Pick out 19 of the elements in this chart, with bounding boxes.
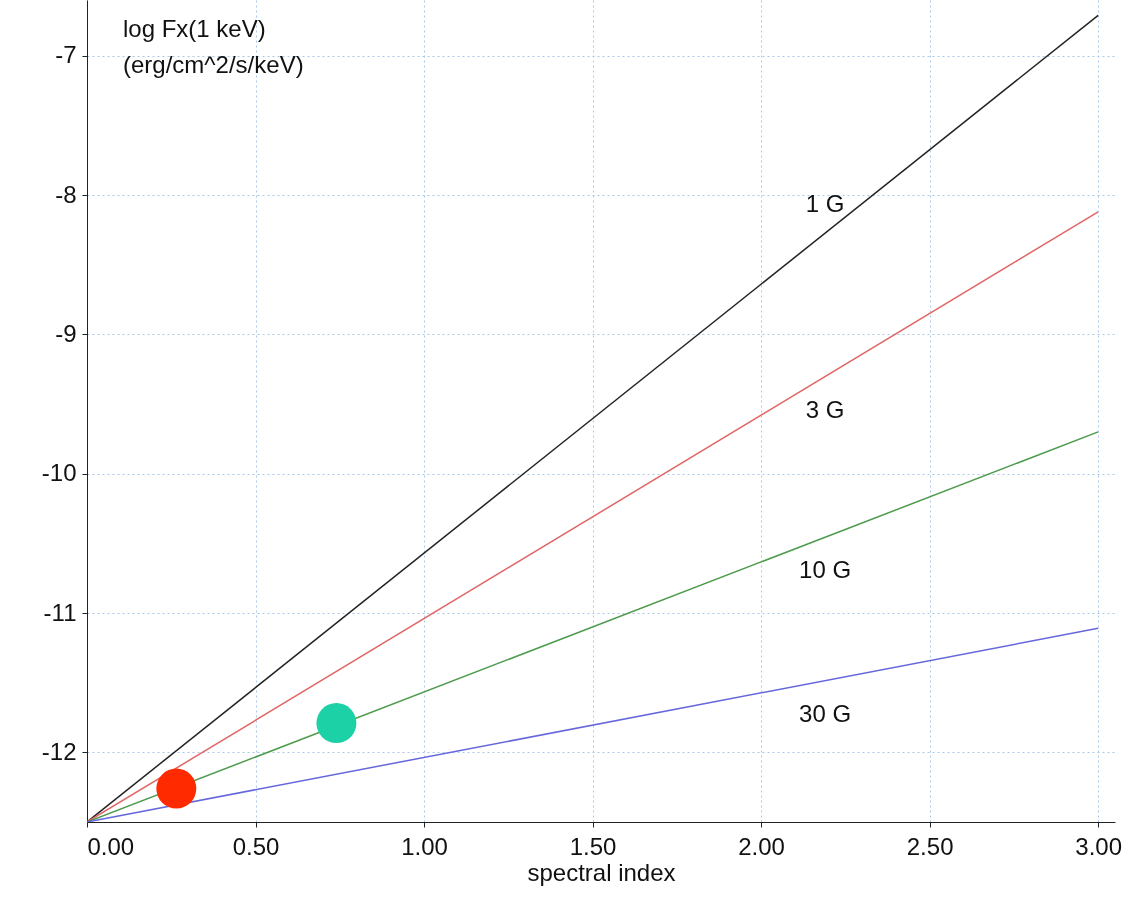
y-tick-label: -10 <box>41 459 77 487</box>
y-tick-label: -12 <box>41 737 77 765</box>
x-tick-label: 0.50 <box>232 832 280 860</box>
x-tick-label: 3.00 <box>1075 832 1123 860</box>
x-tick-label: 2.50 <box>906 832 954 860</box>
x-tick-label: 2.00 <box>738 832 785 860</box>
series-label: 3 G <box>805 395 845 423</box>
x-axis-title: spectral index <box>527 858 676 886</box>
y-tick-label: -7 <box>55 41 77 69</box>
series-label: 1 G <box>805 190 845 218</box>
x-tick-label: 0.00 <box>87 832 135 860</box>
y-tick-label: -11 <box>43 598 77 626</box>
x-tick-label: 1.00 <box>401 832 448 860</box>
series-label: 10 G <box>799 556 852 584</box>
series-label: 30 G <box>799 699 852 727</box>
y-tick-label: -8 <box>55 180 77 208</box>
y-tick-label: -9 <box>55 319 77 347</box>
y-axis-title: log Fx(1 keV) (erg/cm^2/s/keV) <box>123 15 304 78</box>
x-tick-label: 1.50 <box>569 832 617 860</box>
